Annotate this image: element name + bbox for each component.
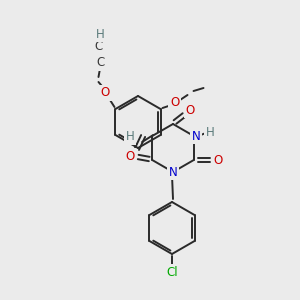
Text: C: C [94, 40, 103, 53]
Text: O: O [170, 97, 179, 110]
Text: C: C [96, 56, 105, 70]
Text: O: O [126, 149, 135, 163]
Text: N: N [191, 130, 200, 142]
Text: N: N [169, 166, 177, 178]
Text: O: O [185, 103, 195, 116]
Text: O: O [101, 86, 110, 100]
Text: H: H [206, 125, 214, 139]
Text: H: H [126, 130, 134, 143]
Text: O: O [213, 154, 222, 166]
Text: H: H [96, 28, 105, 40]
Text: Cl: Cl [166, 266, 178, 278]
